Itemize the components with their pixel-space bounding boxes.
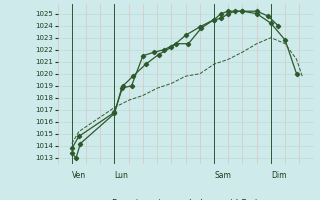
Text: Lun: Lun bbox=[115, 171, 128, 180]
Text: Dim: Dim bbox=[271, 171, 286, 180]
Text: Ven: Ven bbox=[72, 171, 86, 180]
Text: Pression niveau de la mer( hPa ): Pression niveau de la mer( hPa ) bbox=[112, 199, 259, 200]
Text: Sam: Sam bbox=[214, 171, 231, 180]
